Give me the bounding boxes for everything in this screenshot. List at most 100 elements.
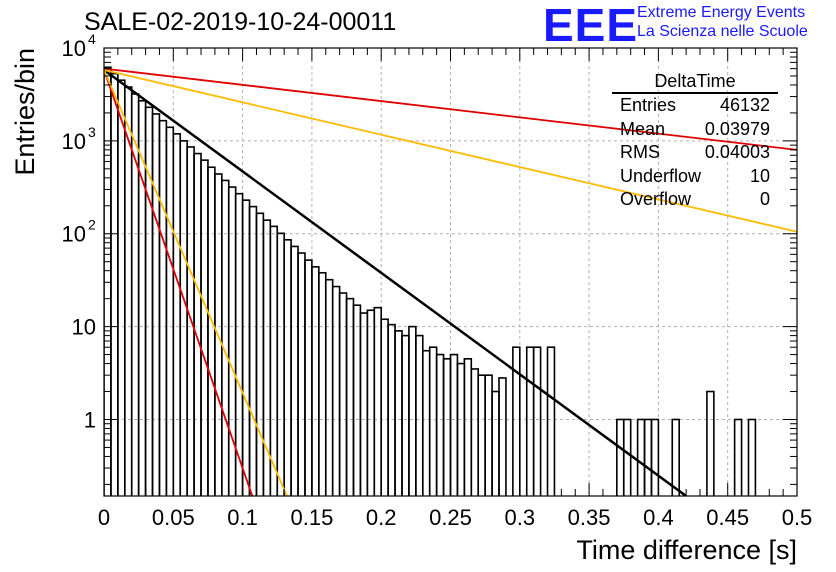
x-tick-label: 0.4 (643, 505, 674, 530)
x-tick-label: 0.15 (290, 505, 333, 530)
stats-label: Underflow (620, 165, 702, 186)
histogram-bin (331, 285, 341, 496)
histogram-bin (158, 119, 168, 496)
histogram-bin (352, 304, 362, 496)
chart-title: SALE-02-2019-10-24-00011 (84, 8, 397, 36)
histogram-bin (546, 346, 556, 496)
histogram-bin (643, 418, 653, 496)
stats-row-entries: Entries 46132 (612, 94, 778, 118)
histogram-bin (193, 152, 202, 496)
histogram-bin (304, 259, 313, 496)
histogram-bin (747, 418, 757, 496)
logo-line-2: La Scienza nelle Scuole (637, 23, 808, 40)
stats-row-rms: RMS 0.04003 (612, 141, 778, 165)
histogram-bin (525, 346, 535, 496)
histogram-bin (186, 146, 195, 496)
histogram-bin (706, 390, 715, 496)
stats-value: 0.03979 (704, 118, 770, 139)
x-tick-label: 0 (98, 505, 110, 530)
stats-label: Mean (620, 118, 666, 139)
histogram-bin (380, 318, 389, 496)
histogram-bin (144, 106, 154, 496)
histogram-bin (470, 368, 480, 496)
series-line-upper (104, 67, 797, 151)
histogram-bin (276, 232, 285, 496)
histogram-bin (394, 330, 403, 496)
stats-box: DeltaTime Entries 46132 Mean 0.03979 RMS… (612, 70, 778, 212)
histogram-bin (311, 266, 320, 496)
stats-value: 0 (759, 189, 770, 209)
x-tick-label: 0.45 (706, 505, 749, 530)
histogram-bin (401, 334, 410, 496)
x-tick-label: 0.2 (366, 505, 397, 530)
histogram-bin (248, 205, 258, 496)
histogram-bin (650, 418, 660, 496)
y-tick-exponent: 3 (88, 124, 96, 140)
histogram-bin (283, 239, 292, 496)
x-tick-label: 0.05 (152, 505, 195, 530)
x-tick-label: 0.3 (505, 505, 536, 530)
stats-row-mean: Mean 0.03979 (612, 118, 778, 142)
histogram-bin (477, 374, 486, 496)
series-line-upper (104, 69, 797, 233)
histogram-bin (532, 346, 542, 496)
histogram-bin (290, 245, 299, 496)
histogram-bin (269, 225, 279, 496)
histogram-bin (179, 140, 188, 496)
histogram-bin (491, 390, 500, 496)
histogram-bin (297, 252, 306, 496)
y-tick-exponent: 4 (88, 31, 96, 47)
series-line-fit (104, 68, 687, 496)
histogram-bin (172, 133, 182, 496)
x-axis-label: Time difference [s] (576, 535, 797, 565)
histogram-bin (318, 271, 327, 496)
histogram-bin (449, 353, 459, 496)
histogram-bin (366, 309, 376, 496)
stats-row-underflow: Underflow 10 (612, 165, 778, 189)
histogram-bin (636, 418, 646, 496)
histogram-bin (241, 199, 251, 496)
histogram-bin (110, 72, 119, 496)
histogram-bin (428, 346, 438, 496)
histogram-bin (456, 362, 466, 496)
histogram-bin (512, 346, 521, 496)
histogram-bin (408, 325, 417, 496)
y-tick-label: 10 (62, 222, 86, 247)
histogram-bin (221, 179, 230, 496)
histogram-bin (117, 79, 126, 496)
histogram-bin (387, 323, 396, 496)
histogram-bin (616, 418, 625, 496)
stats-label: Entries (620, 95, 677, 115)
histogram-bin (733, 418, 743, 496)
stats-value: 0.04003 (704, 142, 770, 162)
series-line-lower (104, 69, 288, 496)
histogram-bin (435, 353, 445, 496)
stats-title: DeltaTime (612, 70, 778, 94)
x-tick-label: 0.35 (568, 505, 611, 530)
y-tick-label: 10 (62, 129, 86, 154)
stats-value: 10 (749, 165, 770, 186)
x-tick-label: 0.25 (429, 505, 472, 530)
histogram-bin (151, 113, 161, 496)
histogram-bin (165, 126, 175, 496)
histogram-bin (207, 166, 216, 496)
histogram-bin (463, 358, 473, 496)
stats-value: 46132 (719, 95, 770, 115)
y-axis-label: Entries/bin (10, 48, 40, 176)
histogram-bin (622, 418, 632, 496)
histogram-bin (442, 358, 452, 496)
histogram-bin (415, 334, 424, 496)
histogram-bin (498, 377, 507, 496)
histogram-bin (324, 278, 334, 496)
eee-logo: EEE (543, 0, 639, 51)
x-tick-label: 0.5 (782, 505, 813, 530)
stats-label: Overflow (620, 189, 692, 209)
x-tick-label: 0.1 (227, 505, 258, 530)
histogram-bin (345, 297, 355, 496)
stats-row-overflow: Overflow 0 (612, 188, 778, 212)
histogram (104, 66, 757, 496)
logo-line-1: Extreme Energy Events (637, 4, 806, 21)
y-tick-label: 10 (72, 315, 96, 340)
y-tick-label: 10 (62, 36, 86, 61)
